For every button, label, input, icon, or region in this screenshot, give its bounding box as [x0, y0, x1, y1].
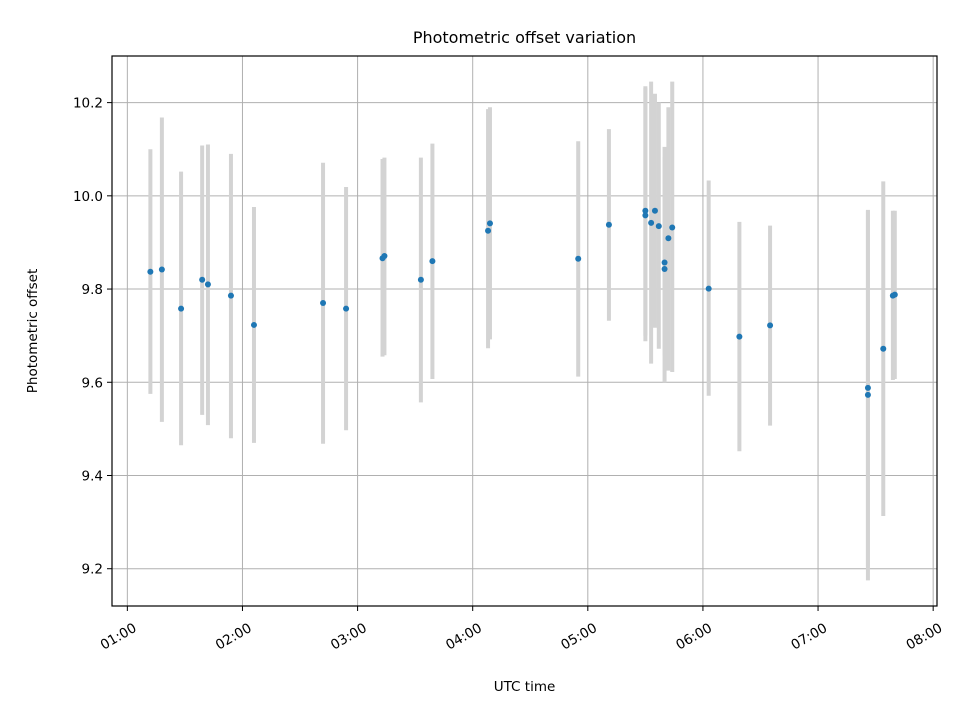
data-point [665, 235, 672, 242]
data-point [204, 281, 211, 288]
y-tick-label: 9.2 [82, 562, 103, 578]
data-point [864, 391, 871, 398]
data-point [864, 384, 871, 391]
grid [112, 56, 937, 606]
data-point [661, 259, 668, 266]
data-point [891, 291, 898, 298]
data-point [880, 345, 887, 352]
data-point [320, 300, 327, 307]
data-point [705, 285, 712, 292]
y-tick-label: 9.8 [82, 282, 103, 298]
data-point [648, 219, 655, 226]
data-point [642, 212, 649, 219]
data-point [485, 227, 492, 234]
data-point [178, 305, 185, 312]
data-point [199, 276, 206, 283]
data-point [343, 305, 350, 312]
y-tick-label: 10.0 [73, 189, 103, 205]
data-point [669, 224, 676, 231]
data-point [250, 321, 257, 328]
data-point [575, 255, 582, 262]
y-tick-label: 9.4 [82, 468, 103, 484]
data-point [605, 221, 612, 228]
data-point [651, 207, 658, 214]
chart-title: Photometric offset variation [413, 28, 636, 47]
data-point [429, 258, 436, 265]
data-point [381, 252, 388, 259]
data-point [227, 292, 234, 299]
data-point [736, 333, 743, 340]
data-point [417, 276, 424, 283]
data-points [147, 207, 898, 398]
data-point [642, 207, 649, 214]
y-axis: 9.2 9.4 9.6 9.8 10.0 10.2 [73, 96, 112, 578]
data-point [147, 268, 154, 275]
y-tick-label: 10.2 [73, 96, 103, 112]
y-tick-label: 9.6 [82, 375, 103, 391]
data-point [486, 220, 493, 227]
data-point [158, 266, 165, 273]
y-axis-label: Photometric offset [25, 269, 41, 393]
plot-frame [111, 55, 938, 607]
x-axis-label: UTC time [494, 679, 556, 695]
data-point [655, 223, 662, 230]
data-point [767, 322, 774, 329]
data-point [661, 266, 668, 273]
